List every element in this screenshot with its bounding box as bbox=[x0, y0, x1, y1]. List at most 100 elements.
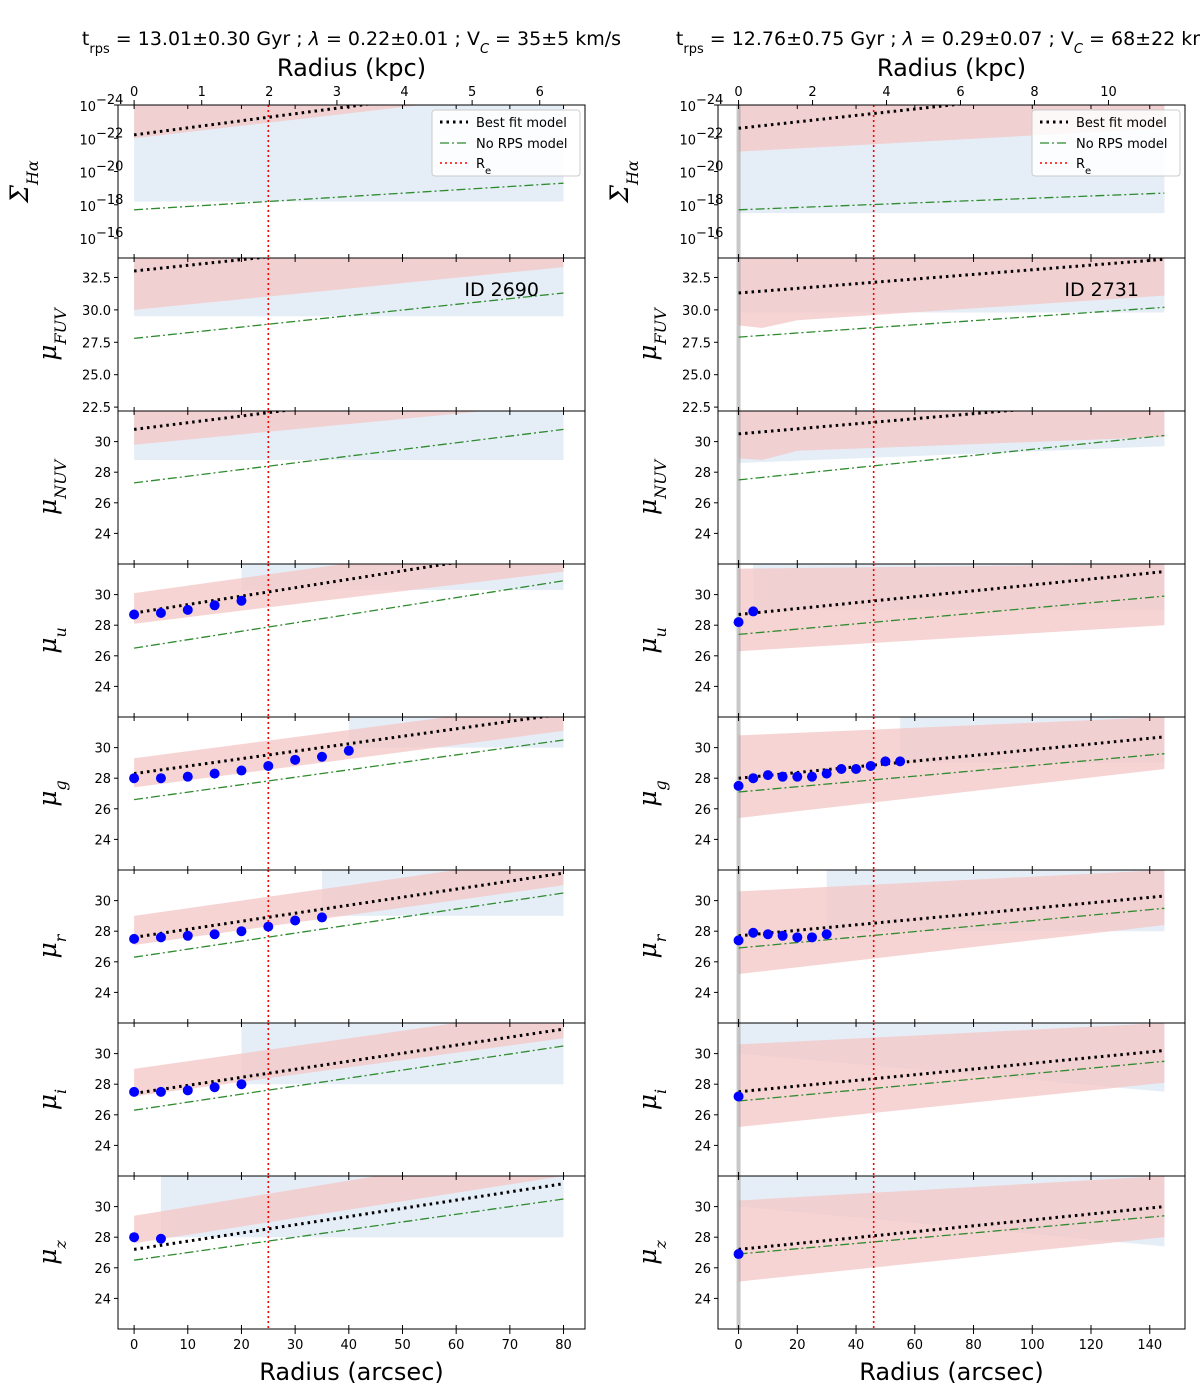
data-point bbox=[209, 768, 220, 779]
legend: Best fit model No RPS model Re bbox=[431, 109, 581, 177]
center-shade bbox=[736, 105, 741, 258]
red-band bbox=[134, 411, 485, 445]
y-axis-label: μz bbox=[633, 1240, 670, 1265]
no-rps-model-line bbox=[134, 739, 564, 801]
plot-area bbox=[733, 1176, 1165, 1329]
y-tick-label: 30 bbox=[694, 1201, 711, 1216]
title-t-value: = 12.76±0.75 Gyr ; bbox=[704, 28, 903, 50]
y-tick-label: 28 bbox=[694, 466, 711, 481]
data-point bbox=[733, 617, 744, 628]
top-x-tick-label: 1 bbox=[198, 85, 206, 100]
y-tick-label: 26 bbox=[94, 1109, 111, 1124]
title-v-sub: C bbox=[1074, 42, 1084, 57]
y-axis-subscript: g bbox=[651, 780, 670, 790]
y-tick-label: 10 bbox=[79, 167, 96, 182]
y-tick-label: 30 bbox=[694, 895, 711, 910]
data-point bbox=[880, 756, 891, 767]
plot-area bbox=[733, 870, 1165, 1023]
no-rps-model-line bbox=[738, 192, 1165, 211]
legend-re-label: Re bbox=[1076, 157, 1091, 177]
center-shade bbox=[736, 717, 741, 870]
y-axis-subscript: g bbox=[51, 780, 70, 790]
data-point bbox=[236, 595, 247, 606]
y-tick-label: 24 bbox=[94, 527, 111, 542]
y-tick-label: 24 bbox=[694, 1292, 711, 1307]
legend-re-main: R bbox=[1076, 157, 1085, 172]
row-fuv: 22.5 25.0 27.5 30.0 32.5 μFUV ID 2731 bbox=[633, 257, 1186, 416]
y-tick-exponent: −18 bbox=[696, 193, 723, 208]
y-tick-label: 26 bbox=[694, 650, 711, 665]
y-tick-label: 24 bbox=[94, 833, 111, 848]
y-axis-symbol: μ bbox=[33, 942, 62, 958]
bottom-x-tick-label: 0 bbox=[130, 1338, 138, 1353]
data-point bbox=[851, 764, 862, 775]
y-tick-label: 24 bbox=[94, 1139, 111, 1154]
y-tick-label: 26 bbox=[694, 497, 711, 512]
top-x-tick-label: 6 bbox=[956, 85, 964, 100]
title-v-value: = 35±5 km/s bbox=[489, 28, 621, 50]
y-tick-label: 28 bbox=[694, 1231, 711, 1246]
plot-area bbox=[129, 717, 564, 870]
red-band bbox=[134, 564, 564, 624]
title-lambda-value: = 0.22±0.01 ; bbox=[320, 28, 467, 50]
legend-best-label: Best fit model bbox=[1076, 116, 1167, 131]
title-t: t bbox=[82, 28, 89, 50]
y-axis-subscript: z bbox=[51, 1240, 70, 1250]
y-tick-label: 24 bbox=[694, 833, 711, 848]
red-band bbox=[738, 564, 1165, 652]
panel-title: trps = 13.01±0.30 Gyr ; λ = 0.22±0.01 ; … bbox=[82, 28, 621, 57]
y-axis-subscript: r bbox=[51, 933, 70, 942]
y-axis-label: ΣHα bbox=[5, 160, 42, 204]
best-fit-model-line bbox=[133, 1027, 564, 1095]
y-tick-label: 10 bbox=[679, 233, 696, 248]
no-rps-model-line bbox=[738, 434, 1165, 481]
y-axis-symbol: μ bbox=[633, 791, 662, 807]
data-point bbox=[129, 1086, 140, 1097]
legend-re-sub: e bbox=[485, 166, 491, 177]
data-point bbox=[129, 1232, 140, 1243]
row-r: 24 26 28 30 μr bbox=[633, 869, 1186, 1024]
top-x-tick-label: 2 bbox=[808, 85, 816, 100]
data-point bbox=[182, 604, 193, 615]
y-tick-label: 28 bbox=[694, 925, 711, 940]
data-point bbox=[236, 926, 247, 937]
y-axis-label: ΣHα bbox=[605, 160, 642, 204]
best-fit-model-line bbox=[133, 258, 272, 273]
bottom-x-tick-label: 20 bbox=[789, 1338, 806, 1353]
plot-area bbox=[129, 1023, 564, 1176]
data-point bbox=[209, 929, 220, 940]
y-axis-subscript: r bbox=[651, 933, 670, 942]
y-axis-label: μu bbox=[633, 627, 670, 654]
y-tick-label: 24 bbox=[694, 1139, 711, 1154]
bottom-x-tick-label: 100 bbox=[1020, 1338, 1045, 1353]
no-rps-model-line bbox=[738, 1060, 1165, 1102]
data-point bbox=[748, 927, 759, 938]
center-shade bbox=[736, 258, 741, 411]
galaxy-id-label: ID 2690 bbox=[464, 279, 539, 301]
data-point bbox=[209, 600, 220, 611]
title-v: V bbox=[1061, 28, 1074, 50]
y-tick-label: 26 bbox=[694, 1109, 711, 1124]
bottom-x-tick-label: 0 bbox=[734, 1338, 742, 1353]
y-tick-label: 27.5 bbox=[82, 336, 111, 351]
y-axis-label: μNUV bbox=[33, 458, 70, 515]
y-tick-label: 24 bbox=[94, 680, 111, 695]
data-point bbox=[895, 756, 906, 767]
plot-area bbox=[733, 717, 1165, 870]
data-point bbox=[316, 751, 327, 762]
y-tick-exponent: −16 bbox=[696, 226, 723, 241]
data-point bbox=[290, 915, 301, 926]
y-axis-label: μr bbox=[633, 933, 670, 958]
row-g: 24 26 28 30 μg bbox=[633, 716, 1186, 871]
y-axis-symbol: μ bbox=[33, 1094, 62, 1110]
no-rps-model-line bbox=[738, 595, 1165, 636]
y-tick-exponent: −24 bbox=[96, 93, 123, 108]
row-u: 24 26 28 30 μu bbox=[633, 563, 1186, 718]
no-rps-model-line bbox=[134, 892, 564, 958]
y-tick-label: 28 bbox=[694, 772, 711, 787]
no-rps-model-line bbox=[134, 428, 564, 484]
bottom-x-tick-label: 120 bbox=[1079, 1338, 1104, 1353]
y-axis-symbol: μ bbox=[33, 791, 62, 807]
no-rps-model-line bbox=[133, 580, 564, 649]
bottom-axis-label: Radius (arcsec) bbox=[259, 1358, 444, 1386]
